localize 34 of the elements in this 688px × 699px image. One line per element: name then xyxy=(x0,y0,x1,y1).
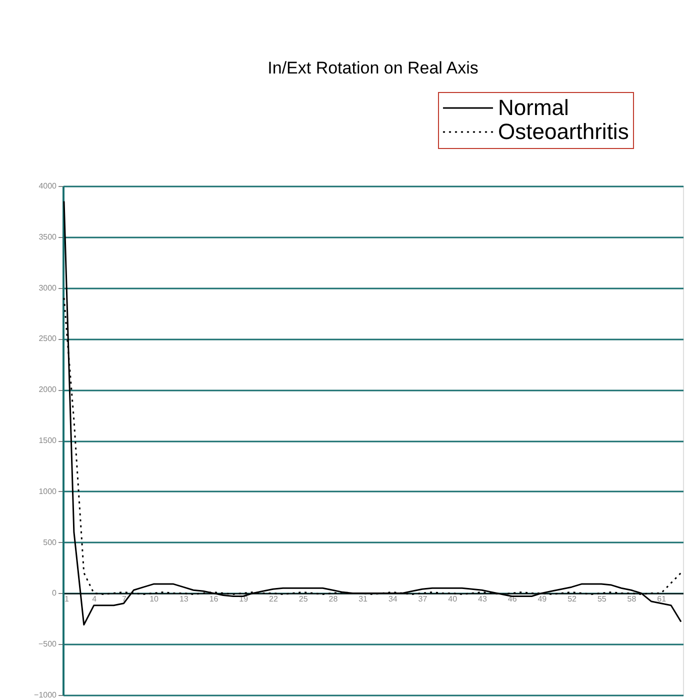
y-tick-label: 2000 xyxy=(38,385,58,394)
y-tick-label: 2500 xyxy=(38,334,58,344)
y-tick-label: 500 xyxy=(43,538,58,547)
x-tick-label: 49 xyxy=(538,594,548,604)
y-tick-label: 0 xyxy=(52,588,58,598)
y-tick-label: 3000 xyxy=(38,283,58,292)
x-tick-label: 7 xyxy=(122,594,127,604)
x-tick-label: 22 xyxy=(269,594,278,604)
x-tick-label: 34 xyxy=(388,594,398,604)
x-tick-label: 4 xyxy=(92,594,98,604)
x-tick-label: 31 xyxy=(358,594,368,604)
x-tick-label: 1 xyxy=(64,594,70,604)
x-tick-label: 16 xyxy=(209,594,219,604)
y-tick-label: 1000 xyxy=(38,486,58,496)
x-tick-label: 43 xyxy=(478,594,488,604)
x-tick-label: 61 xyxy=(657,594,667,604)
y-tick-label: 4000 xyxy=(38,182,58,190)
x-tick-label: 28 xyxy=(328,594,338,604)
y-tick-label: 1500 xyxy=(38,436,58,445)
x-tick-label: 10 xyxy=(150,594,160,604)
x-tick-label: 13 xyxy=(179,594,189,604)
chart-title: In/Ext Rotation on Real Axis xyxy=(268,58,478,78)
y-tick-label: 3500 xyxy=(38,232,58,242)
y-tick-label: −1000 xyxy=(34,690,58,699)
line-series xyxy=(63,200,682,626)
x-tick-label: 58 xyxy=(627,594,637,604)
x-tick-label: 40 xyxy=(448,594,458,604)
x-tick-label: 55 xyxy=(597,594,607,604)
y-tick-label: −500 xyxy=(38,640,58,649)
x-tick-label: 37 xyxy=(418,594,428,604)
legend-label: Osteoarthritis xyxy=(498,119,629,144)
x-tick-label: 25 xyxy=(298,594,308,604)
x-tick-label: 52 xyxy=(568,594,578,604)
legend-label: Normal xyxy=(498,95,569,120)
